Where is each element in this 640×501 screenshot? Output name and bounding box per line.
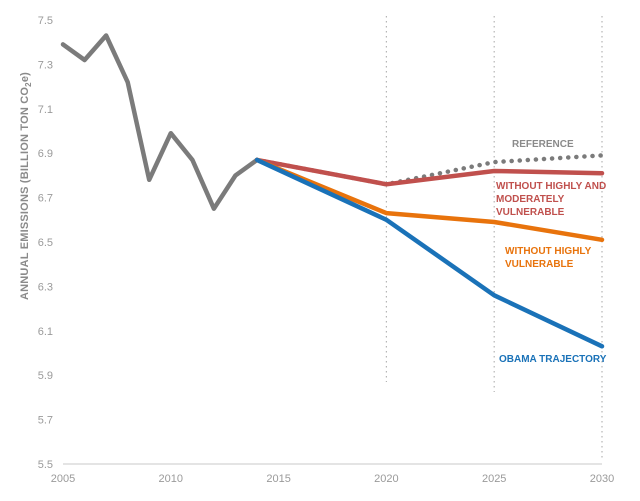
y-tick-label: 5.7 xyxy=(38,415,53,427)
y-axis-label-subscript: 2 xyxy=(24,82,33,87)
x-tick-label: 2025 xyxy=(482,473,506,485)
y-axis-label: ANNUAL EMISSIONS (BILLION TON CO2e) xyxy=(19,72,33,300)
y-tick-label: 6.1 xyxy=(38,326,53,338)
reference-year-lines xyxy=(385,16,603,458)
series-line-highly xyxy=(254,157,605,243)
annotation-highly: WITHOUT HIGHLY xyxy=(505,246,592,257)
series-annotations: REFERENCE WITHOUT HIGHLY AND MODERATELY VUL… xyxy=(496,139,607,365)
y-tick-label: 6.7 xyxy=(38,193,53,205)
historical-emissions-line xyxy=(60,33,260,211)
x-tick-label: 2020 xyxy=(374,473,398,485)
x-tick-label: 2015 xyxy=(266,473,290,485)
y-tick-label: 6.5 xyxy=(38,237,53,249)
annotation-moderate: VULNERABLE xyxy=(496,207,565,218)
y-tick-label: 6.9 xyxy=(38,148,53,160)
series-lines xyxy=(60,33,605,349)
annotation-reference: REFERENCE xyxy=(512,139,574,150)
y-tick-label: 5.9 xyxy=(38,370,53,382)
y-tick-label: 6.3 xyxy=(38,281,53,293)
annotation-moderate: WITHOUT HIGHLY AND xyxy=(496,181,606,192)
y-tick-label: 7.3 xyxy=(38,59,53,71)
y-tick-label: 5.5 xyxy=(38,459,53,471)
x-tick-label: 2010 xyxy=(159,473,183,485)
x-tick-label: 2005 xyxy=(51,473,75,485)
annotation-moderate: MODERATELY xyxy=(496,194,565,205)
series-line-obama xyxy=(254,157,605,349)
y-tick-label: 7.1 xyxy=(38,104,53,116)
annotation-highly: VULNERABLE xyxy=(505,259,574,270)
series-line-moderate xyxy=(254,157,605,187)
y-tick-labels: 5.5 5.7 5.9 6.1 6.3 6.5 6.7 6.9 7.1 7.3 7.5 xyxy=(38,15,53,471)
x-tick-labels: 2005 2010 2015 2020 2025 2030 xyxy=(51,473,614,485)
y-tick-label: 7.5 xyxy=(38,15,53,27)
x-tick-label: 2030 xyxy=(590,473,614,485)
annotation-obama: OBAMA TRAJECTORY xyxy=(499,354,607,365)
